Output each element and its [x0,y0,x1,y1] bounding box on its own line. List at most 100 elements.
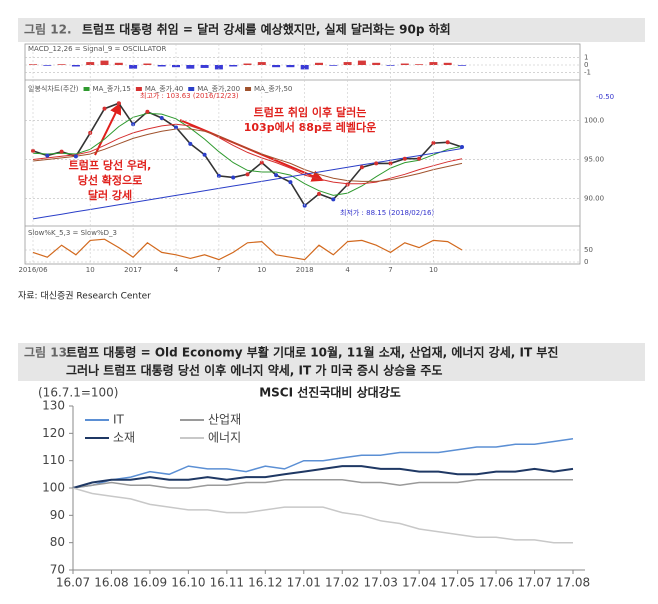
price-point [374,161,379,166]
series-line [72,479,573,489]
price-point [317,191,321,196]
x-tick-label: 7 [388,266,392,274]
y-tick-label: 95.00 [584,155,604,163]
x-tick-label: 17.08 [556,576,590,590]
price-point [31,148,35,153]
legend-label: MA_종가,50 [254,84,292,93]
price-point [216,173,221,178]
price-point [402,156,407,161]
y-tick-label: 100 [42,481,65,495]
y-tick-label: 0 [584,258,588,266]
bar [43,65,52,66]
figure-title: 그러나 트럼프 대통령 당선 이후 에너지 약세, IT 가 미국 증시 상승을… [66,363,442,378]
bar [443,62,452,65]
x-tick-label: 16.09 [133,576,167,590]
x-tick-label: 10 [257,266,266,274]
y-tick-label: 80 [50,535,65,549]
x-tick-label: 2018 [296,266,314,274]
source: 자료: 대신증권 Research Center [18,290,151,302]
legend-label: 에너지 [208,431,241,445]
series-line [72,438,574,489]
bar [329,65,338,66]
y-tick-label: 70 [50,563,65,577]
bar [429,62,438,65]
legend-swatch [83,87,90,91]
price-point [174,125,178,130]
price-point [274,173,279,178]
figure-label: 그림 13. [24,346,72,360]
x-tick-label: 16.11 [210,576,244,590]
annotation: 최고가 : 103.63 (2016/12/23) [140,91,239,100]
legend-label: MA_종가,40 [145,84,183,93]
y-tick-label: 100.0 [584,116,604,124]
figure-title-bar [18,343,645,381]
figure-title-bar [18,18,645,42]
price-point [445,140,450,145]
y-axis-unit: (16.7.1=100) [38,386,119,400]
bar [143,63,152,65]
price-point [116,101,121,106]
x-tick-label: 16.10 [171,576,205,590]
price-point [245,172,250,177]
legend-swatch [135,87,142,91]
legend-swatch [245,87,252,91]
bar [200,65,209,68]
bar [286,65,295,68]
y-tick-label: 120 [42,426,65,440]
change-label: -0.50 [596,93,614,101]
stochastic-line [32,238,463,261]
y-tick-label: 90 [50,508,65,522]
x-tick-label: 17.04 [402,576,436,590]
figure-title: 트럼프 대통령 취임 = 달러 강세를 예상했지만, 실제 달러화는 90p 하… [82,22,451,37]
price-point [231,175,236,180]
bar [214,65,223,70]
arrow [94,102,121,156]
legend-swatch [188,87,195,91]
x-tick-label: 17.01 [287,576,321,590]
panel-title: Slow%K_5,3 = Slow%D_3 [28,229,117,237]
series-line [72,465,574,489]
bar [229,65,238,67]
bar [315,62,323,65]
bar [71,65,80,67]
price-point [159,116,164,121]
x-tick-label: 17.02 [325,576,359,590]
x-tick-label: 17.03 [364,576,398,590]
bar [186,65,195,69]
bar [257,62,266,65]
figure-title: 트럼프 대통령 = Old Economy 부활 기대로 10월, 11월 소재… [66,345,558,360]
price-point [188,141,193,146]
bar [172,65,180,68]
price-point [73,154,78,159]
x-tick-label: 10 [429,266,438,274]
price-point [331,197,336,202]
bar [114,62,123,65]
x-tick-label: 2017 [124,266,142,274]
bar [129,65,138,69]
legend-label: 산업재 [208,413,241,427]
price-point [288,180,293,185]
annotation: 트럼프 당선 우려, [69,158,152,172]
annotation: 달러 강세 [88,188,132,202]
bar [300,65,309,70]
x-tick-label: 16.07 [56,576,90,590]
bar [343,62,352,65]
annotation: 당선 확정으로 [78,173,143,187]
y-tick-label: 1 [584,54,588,62]
x-tick-label: 2016/06 [18,266,48,274]
price-point [460,144,464,149]
bar [100,60,109,65]
x-tick-label: 17.05 [440,576,474,590]
price-point [45,153,50,158]
price-point [259,160,264,165]
price-point [417,156,422,161]
price-point [202,152,207,157]
legend-label: IT [113,413,125,427]
y-tick-label: 110 [42,453,65,467]
x-tick-label: 4 [174,266,179,274]
moving-average [32,123,463,185]
x-tick-label: 16.08 [94,576,128,590]
y-tick-label: 0 [584,61,588,69]
bar [57,64,66,65]
x-tick-label: 4 [345,266,350,274]
